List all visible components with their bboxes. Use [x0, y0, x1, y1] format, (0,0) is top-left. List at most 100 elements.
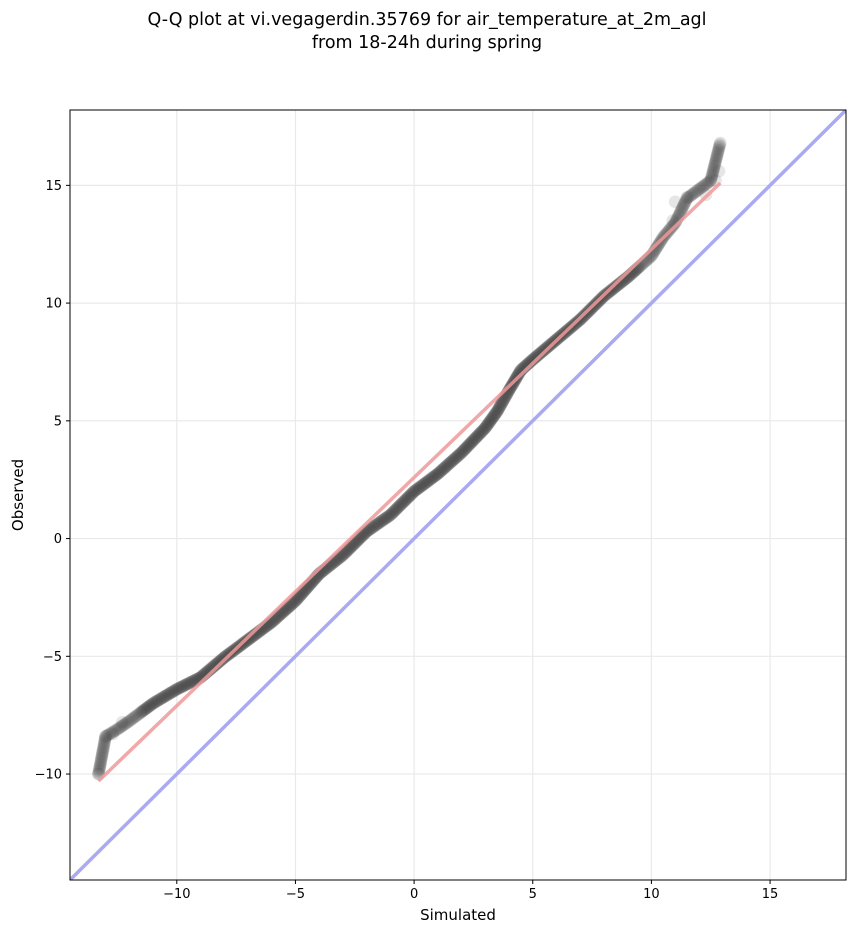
- quantile-point: [442, 457, 456, 471]
- quantile-point: [96, 744, 110, 758]
- quantile-point: [158, 690, 172, 703]
- quantile-point: [686, 187, 700, 201]
- axis-ticks: −10 −5 0 5 10 15 −10 −5 0 5 10 15: [35, 179, 779, 902]
- quantile-point: [467, 433, 481, 447]
- quantile-point: [678, 197, 691, 211]
- quantile-point: [430, 468, 443, 481]
- y-tick-label: −5: [43, 650, 62, 665]
- quantile-point: [707, 162, 720, 176]
- quantile-point: [292, 591, 305, 604]
- quantile-point: [93, 761, 106, 775]
- quantile-point: [140, 701, 154, 715]
- quantile-point: [674, 205, 687, 219]
- quantile-point: [214, 654, 228, 667]
- quantile-point: [290, 593, 303, 607]
- quantile-point: [484, 413, 498, 426]
- quantile-point: [139, 702, 153, 715]
- x-tick-label: 5: [529, 887, 537, 902]
- quantile-point: [402, 490, 416, 504]
- quantile-point: [490, 405, 504, 418]
- quantile-point: [362, 523, 376, 537]
- quantile-point: [126, 712, 140, 725]
- quantile-point: [384, 508, 397, 522]
- quantile-point: [713, 139, 726, 153]
- quantile-point: [217, 651, 231, 664]
- quantile-point: [703, 175, 716, 188]
- quantile-point: [704, 172, 718, 186]
- quantile-point: [474, 425, 488, 439]
- quantile-point: [457, 444, 470, 457]
- quantile-point: [244, 631, 257, 645]
- quantile-point: [687, 186, 701, 200]
- quantile-point: [486, 410, 500, 424]
- quantile-point: [345, 540, 358, 553]
- quantile-point: [96, 746, 109, 759]
- quantile-point: [184, 675, 198, 689]
- quantile-point-tail: [106, 727, 120, 741]
- identity-line: [70, 110, 846, 880]
- quantile-point: [183, 676, 197, 690]
- quantile-point: [496, 395, 509, 409]
- quantile-point: [155, 691, 169, 705]
- quantile-point: [690, 184, 703, 198]
- quantile-point: [532, 348, 545, 362]
- x-tick-label: 0: [410, 887, 418, 902]
- quantile-point: [170, 682, 184, 696]
- quantile-point: [165, 686, 178, 699]
- quantile-point: [370, 518, 383, 531]
- quantile-point: [386, 506, 399, 520]
- quantile-point: [398, 494, 411, 508]
- quantile-point: [698, 178, 712, 192]
- quantile-point: [130, 709, 143, 723]
- quantile-point: [494, 398, 508, 412]
- quantile-point: [691, 184, 704, 197]
- quantile-point: [96, 743, 110, 756]
- quantile-point: [117, 718, 130, 732]
- quantile-point: [216, 652, 230, 665]
- quantile-point: [154, 692, 168, 705]
- quantile-point: [98, 732, 112, 746]
- quantile-point: [395, 496, 409, 510]
- quantile-point: [157, 690, 170, 704]
- chart-title-line-2: from 18-24h during spring: [311, 33, 543, 53]
- quantile-point: [215, 653, 229, 666]
- quantile-point: [422, 474, 435, 488]
- quantile-point: [97, 740, 110, 753]
- quantile-point: [410, 483, 423, 497]
- quantile-point: [447, 453, 460, 466]
- quantile-point: [394, 498, 408, 511]
- quantile-point: [375, 514, 388, 528]
- quantile-point: [343, 542, 356, 555]
- quantile-point: [528, 351, 542, 364]
- quantile-point: [146, 697, 160, 710]
- quantile-point: [281, 601, 294, 615]
- quantile-point: [477, 422, 491, 436]
- fit-line: [97, 181, 722, 783]
- quantile-point: [246, 629, 260, 643]
- quantile-point: [95, 750, 109, 763]
- quantile-point: [96, 747, 109, 761]
- quantile-point: [282, 600, 295, 614]
- quantile-point: [285, 597, 299, 611]
- x-tick-label: −10: [163, 887, 190, 902]
- quantile-point: [683, 190, 696, 203]
- quantile-point: [411, 482, 424, 496]
- quantile-point: [666, 219, 680, 232]
- quantile-point: [609, 280, 623, 293]
- quantile-point: [685, 188, 699, 202]
- quantile-point: [429, 469, 442, 482]
- quantile-point: [283, 599, 297, 613]
- quantile-point: [339, 545, 353, 559]
- quantile-point: [109, 723, 123, 737]
- quantile-point: [711, 146, 724, 160]
- quantile-point: [397, 495, 410, 509]
- quantile-point: [114, 720, 128, 734]
- quantile-point: [390, 502, 404, 515]
- quantile-point: [121, 715, 135, 729]
- quantile-point: [427, 470, 441, 483]
- quantile-point: [367, 519, 381, 533]
- quantile-point: [607, 282, 620, 295]
- quantile-point: [212, 655, 225, 669]
- plot-marks: [70, 110, 846, 880]
- quantile-point: [480, 419, 494, 432]
